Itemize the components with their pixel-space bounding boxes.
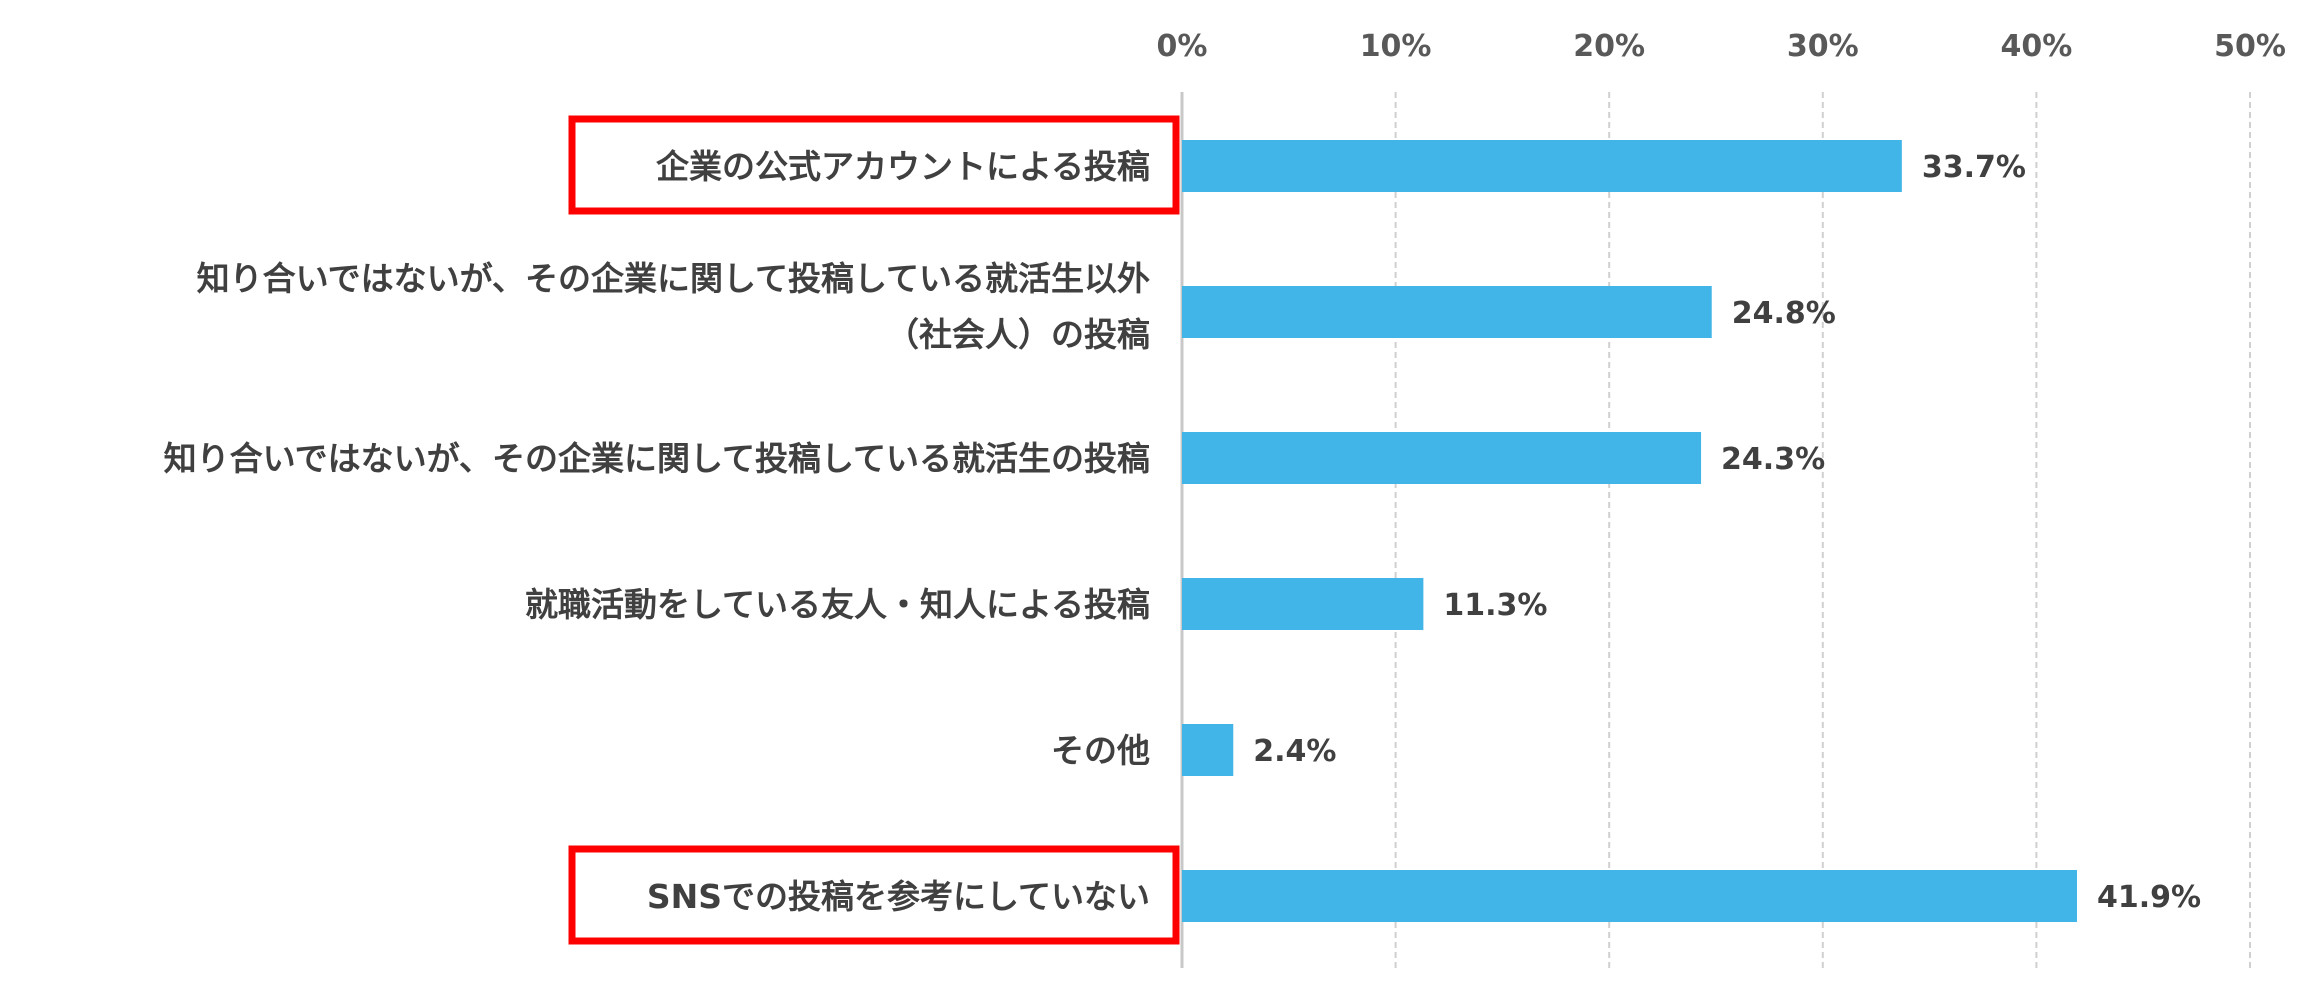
highlight-box [568, 115, 1180, 215]
bar [1182, 286, 1712, 338]
x-tick-label: 10% [1360, 29, 1432, 64]
x-tick-label: 40% [2000, 29, 2072, 64]
bar [1182, 432, 1702, 484]
x-tick-label: 30% [1787, 29, 1859, 64]
x-tick-label: 50% [2214, 29, 2286, 64]
bar [1182, 140, 1902, 192]
data-label: 33.7% [1922, 150, 2026, 185]
data-label: 2.4% [1253, 734, 1336, 769]
category-label: 企業の公式アカウントによる投稿 [656, 147, 1150, 186]
bar [1182, 870, 2077, 922]
data-label: 11.3% [1443, 588, 1547, 623]
data-label: 41.9% [2097, 880, 2201, 915]
highlight-box [568, 845, 1180, 945]
category-label: その他 [1051, 731, 1150, 770]
category-label: 知り合いではないが、その企業に関して投稿している就活生以外 [197, 259, 1150, 298]
data-label: 24.8% [1732, 296, 1836, 331]
x-tick-label: 20% [1573, 29, 1645, 64]
category-label: （社会人）の投稿 [886, 315, 1150, 354]
category-label: 就職活動をしている友人・知人による投稿 [525, 585, 1150, 624]
bar [1182, 724, 1234, 776]
category-label: 知り合いではないが、その企業に関して投稿している就活生の投稿 [164, 439, 1150, 478]
x-tick-label: 0% [1157, 29, 1208, 64]
bar [1182, 578, 1424, 630]
category-label: SNSでの投稿を参考にしていない [647, 877, 1150, 916]
data-label: 24.3% [1721, 442, 1825, 477]
